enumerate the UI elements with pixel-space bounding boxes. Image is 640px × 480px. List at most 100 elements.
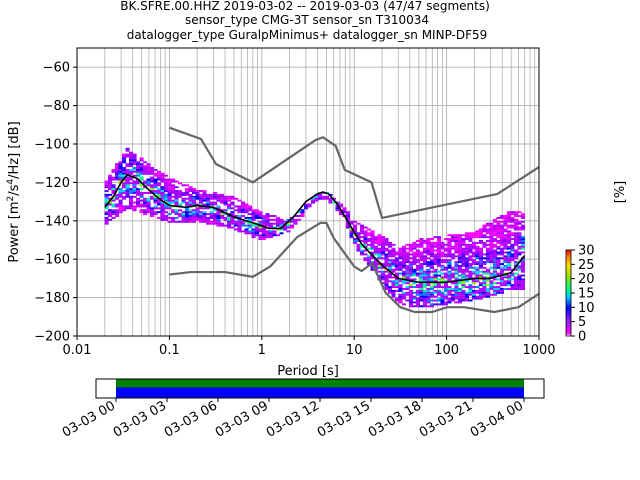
psd-density-cell xyxy=(163,199,169,202)
psd-density-cell xyxy=(405,266,410,269)
psd-density-cell xyxy=(125,153,130,156)
psd-density-cell xyxy=(457,257,463,260)
psd-density-cell xyxy=(408,263,414,265)
psd-density-cell xyxy=(122,159,127,162)
psd-density-cell xyxy=(181,216,186,219)
psd-density-cell xyxy=(363,230,368,233)
psd-density-cell xyxy=(129,153,134,156)
psd-density-cell xyxy=(115,174,120,177)
psd-density-cell xyxy=(174,220,179,223)
psd-density-cell xyxy=(156,193,162,196)
psd-density-cell xyxy=(143,199,148,202)
psd-density-cell xyxy=(122,190,127,193)
psd-density-cell xyxy=(122,174,127,177)
psd-density-cell xyxy=(440,303,445,306)
psd-density-cell xyxy=(268,226,274,229)
psd-density-cell xyxy=(415,301,421,304)
psd-density-cell xyxy=(387,289,393,292)
psd-density-cell xyxy=(433,276,438,279)
x-tick-label: 1000 xyxy=(522,343,555,358)
psd-density-cell xyxy=(129,195,134,198)
psd-density-cell xyxy=(499,220,504,223)
psd-density-cell xyxy=(352,230,358,233)
psd-density-cell xyxy=(464,297,470,300)
psd-density-cell xyxy=(377,241,382,244)
psd-density-cell xyxy=(461,243,466,246)
psd-density-cell xyxy=(174,201,179,204)
psd-density-cell xyxy=(184,197,190,200)
psd-density-cell xyxy=(478,297,483,300)
psd-density-cell xyxy=(513,211,518,214)
psd-density-cell xyxy=(426,245,431,248)
psd-density-cell xyxy=(471,272,477,275)
psd-density-cell xyxy=(503,238,508,241)
psd-density-cell xyxy=(478,241,483,244)
psd-density-cell xyxy=(426,253,431,256)
psd-density-cell xyxy=(132,174,137,177)
psd-density-cell xyxy=(468,234,473,237)
psd-density-cell xyxy=(258,215,263,217)
psd-density-cell xyxy=(405,270,410,273)
colorbar-tick-label: 5 xyxy=(578,315,586,330)
psd-density-cell xyxy=(363,259,368,262)
psd-density-cell xyxy=(300,209,305,212)
psd-density-cell xyxy=(198,216,204,219)
psd-density-cell xyxy=(464,257,470,260)
psd-density-cell xyxy=(254,226,260,229)
psd-density-cell xyxy=(191,201,197,204)
psd-density-cell xyxy=(394,257,400,260)
psd-density-cell xyxy=(405,243,410,246)
psd-density-cell xyxy=(359,245,365,248)
psd-density-cell xyxy=(426,249,431,252)
psd-density-cell xyxy=(349,234,354,237)
psd-density-cell xyxy=(520,241,525,244)
psd-density-cell xyxy=(450,268,456,271)
psd-density-cell xyxy=(184,184,190,187)
y-tick-label: −80 xyxy=(43,99,70,114)
psd-density-cell xyxy=(108,188,113,191)
psd-density-cell xyxy=(129,165,134,168)
psd-density-cell xyxy=(230,197,235,200)
psd-density-cell xyxy=(146,165,151,168)
psd-density-cell xyxy=(489,253,494,256)
coverage-segment-blue xyxy=(116,387,524,398)
psd-density-cell xyxy=(475,251,480,254)
psd-density-cell xyxy=(394,289,400,292)
psd-density-cell xyxy=(440,259,445,262)
psd-density-cell xyxy=(132,195,137,198)
psd-density-cell xyxy=(338,205,344,208)
psd-density-cell xyxy=(440,268,445,271)
psd-density-cell xyxy=(129,151,134,154)
psd-density-cell xyxy=(118,180,123,183)
psd-density-cell xyxy=(212,201,218,204)
psd-density-cell xyxy=(513,257,518,260)
psd-density-cell xyxy=(156,201,162,204)
psd-density-cell xyxy=(380,272,386,275)
psd-density-cell xyxy=(115,209,120,212)
psd-density-cell xyxy=(408,301,414,304)
psd-density-cell xyxy=(268,218,274,221)
psd-density-cell xyxy=(450,288,456,290)
psd-density-cell xyxy=(398,280,403,283)
psd-density-cell xyxy=(108,176,113,179)
psd-density-cell xyxy=(377,263,382,265)
psd-density-cell xyxy=(492,272,497,275)
psd-density-cell xyxy=(499,272,504,275)
psd-density-cell xyxy=(433,245,438,248)
psd-density-cell xyxy=(457,259,463,262)
psd-density-cell xyxy=(447,293,452,296)
psd-density-cell xyxy=(104,182,109,185)
psd-density-cell xyxy=(391,280,396,283)
psd-density-cell xyxy=(520,238,525,241)
y-tick-label: −120 xyxy=(34,176,70,191)
psd-density-cell xyxy=(426,247,431,250)
psd-density-cell xyxy=(520,270,525,273)
psd-density-cell xyxy=(373,238,379,241)
psd-density-cell xyxy=(471,295,477,298)
psd-density-cell xyxy=(503,243,508,246)
psd-density-cell xyxy=(188,220,193,223)
psd-density-cell xyxy=(377,243,382,246)
psd-density-cell xyxy=(398,263,403,265)
psd-density-cell xyxy=(426,278,431,281)
psd-density-cell xyxy=(468,286,473,289)
